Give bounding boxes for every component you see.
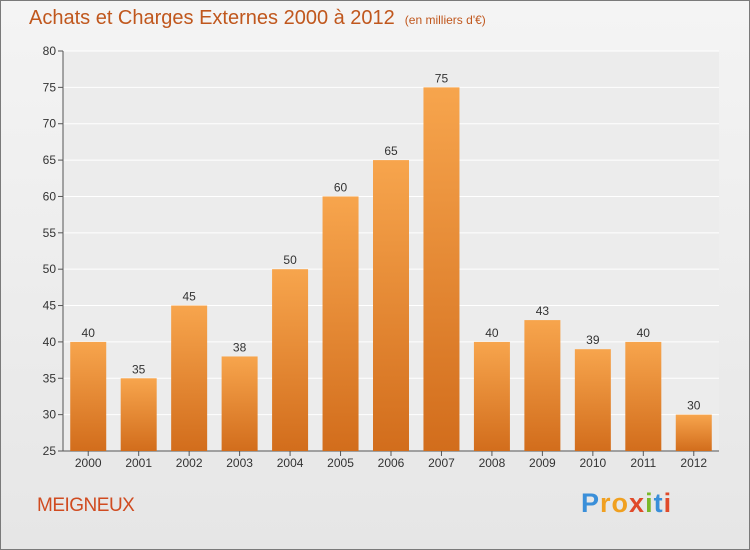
chart-title: Achats et Charges Externes 2000 à 2012 [29, 7, 395, 29]
bar [373, 160, 409, 451]
bar [574, 349, 611, 451]
location-label: MEIGNEUX [37, 495, 135, 516]
y-tick-label: 80 [43, 44, 57, 58]
logo-letter: o [611, 488, 630, 518]
y-tick-label: 75 [43, 80, 57, 94]
bar-value-label: 30 [687, 399, 701, 413]
x-tick-label: 2001 [125, 456, 152, 470]
bar [221, 356, 258, 451]
y-tick-label: 60 [43, 189, 57, 203]
x-tick-label: 2007 [428, 456, 455, 470]
bar [625, 341, 662, 451]
x-tick-label: 2012 [680, 456, 707, 470]
chart-title-block: Achats et Charges Externes 2000 à 2012 (e… [29, 7, 486, 30]
x-tick-label: 2008 [479, 456, 506, 470]
y-tick-label: 70 [43, 117, 57, 131]
chart-subtitle: (en milliers d'€) [404, 13, 486, 27]
logo-letter: x [629, 488, 646, 518]
bar [473, 341, 510, 451]
x-tick-label: 2009 [529, 456, 556, 470]
logo-letter: i [645, 488, 654, 518]
bar-value-label: 50 [283, 253, 297, 267]
y-tick-label: 45 [43, 299, 57, 313]
y-tick-label: 55 [43, 226, 57, 240]
y-tick-label: 40 [43, 335, 57, 349]
bar-value-label: 45 [182, 290, 196, 304]
x-tick-label: 2003 [226, 456, 253, 470]
bar [675, 414, 712, 451]
bar-value-label: 43 [536, 304, 550, 318]
x-tick-label: 2002 [176, 456, 203, 470]
y-tick-label: 35 [43, 371, 57, 385]
bar-value-label: 40 [637, 326, 651, 340]
y-tick-label: 50 [43, 262, 57, 276]
logo-letter: r [600, 488, 612, 518]
logo-letter: t [653, 488, 664, 518]
bar [423, 87, 460, 451]
bar-value-label: 60 [334, 180, 348, 194]
proxiti-logo: Proxiti [581, 488, 672, 519]
bar [272, 269, 309, 451]
x-tick-label: 2010 [579, 456, 606, 470]
y-tick-label: 30 [43, 408, 57, 422]
bar-value-label: 40 [82, 326, 96, 340]
bar-value-label: 39 [586, 333, 600, 347]
x-tick-label: 2004 [277, 456, 304, 470]
bar-value-label: 40 [485, 326, 499, 340]
logo-letter: i [663, 488, 673, 518]
bar-value-label: 38 [233, 340, 247, 354]
x-tick-label: 2005 [327, 456, 354, 470]
bar [120, 378, 157, 451]
x-tick-label: 2006 [378, 456, 405, 470]
bar [171, 305, 208, 451]
y-tick-label: 65 [43, 153, 57, 167]
x-tick-label: 2011 [630, 456, 656, 470]
bar-value-label: 35 [132, 362, 146, 376]
bar [70, 341, 107, 451]
y-tick-label: 25 [43, 444, 57, 458]
x-tick-label: 2000 [75, 456, 102, 470]
bar-value-label: 75 [435, 71, 449, 85]
bar-value-label: 65 [384, 144, 398, 158]
bar [524, 320, 561, 451]
logo-letter: P [581, 488, 601, 518]
bar [322, 196, 359, 451]
